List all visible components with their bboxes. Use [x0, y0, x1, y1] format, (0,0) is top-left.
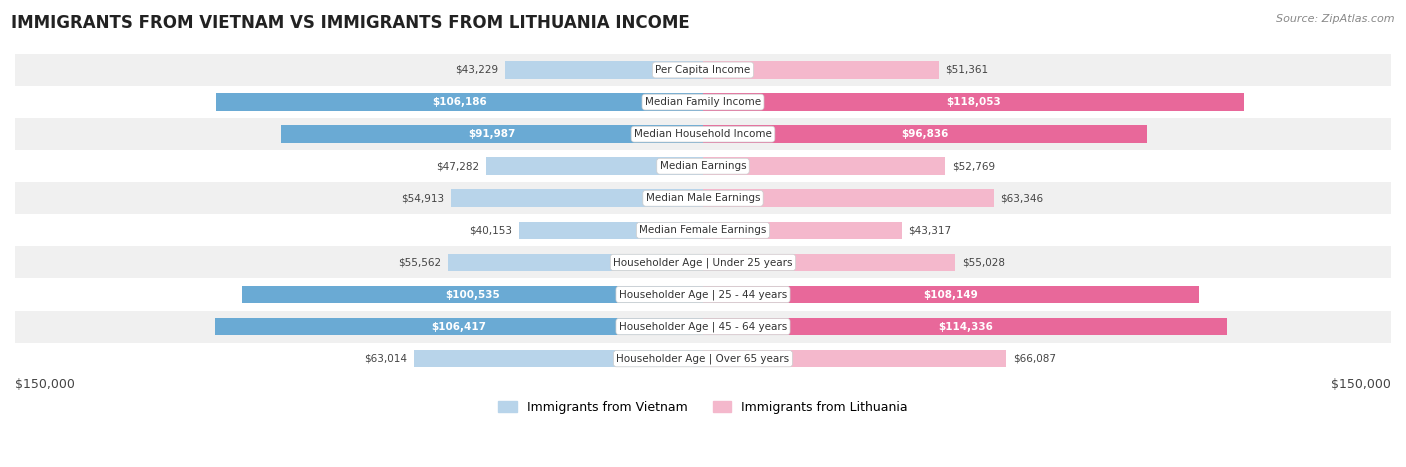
Bar [703, 93, 1244, 111]
Text: $52,769: $52,769 [952, 161, 995, 171]
Bar [703, 61, 939, 79]
Bar [15, 86, 1391, 118]
Bar [15, 311, 1391, 343]
Text: $43,229: $43,229 [454, 65, 498, 75]
Legend: Immigrants from Vietnam, Immigrants from Lithuania: Immigrants from Vietnam, Immigrants from… [494, 396, 912, 418]
Text: Householder Age | 25 - 44 years: Householder Age | 25 - 44 years [619, 289, 787, 300]
Text: Householder Age | Over 65 years: Householder Age | Over 65 years [616, 354, 790, 364]
Text: Median Household Income: Median Household Income [634, 129, 772, 139]
Bar [451, 190, 703, 207]
Bar [703, 125, 1147, 143]
Text: Source: ZipAtlas.com: Source: ZipAtlas.com [1277, 14, 1395, 24]
Text: $150,000: $150,000 [1331, 378, 1391, 391]
Bar [15, 278, 1391, 311]
Bar [242, 286, 703, 304]
Text: $43,317: $43,317 [908, 226, 952, 235]
Text: $106,186: $106,186 [432, 97, 486, 107]
Bar [15, 247, 1391, 278]
Bar [703, 221, 901, 239]
Text: $54,913: $54,913 [401, 193, 444, 203]
Text: IMMIGRANTS FROM VIETNAM VS IMMIGRANTS FROM LITHUANIA INCOME: IMMIGRANTS FROM VIETNAM VS IMMIGRANTS FR… [11, 14, 690, 32]
Text: Per Capita Income: Per Capita Income [655, 65, 751, 75]
Text: $63,346: $63,346 [1001, 193, 1043, 203]
Text: Median Family Income: Median Family Income [645, 97, 761, 107]
Bar [15, 150, 1391, 182]
Text: $55,028: $55,028 [962, 257, 1005, 268]
Text: $55,562: $55,562 [398, 257, 441, 268]
Text: $47,282: $47,282 [436, 161, 479, 171]
Text: $91,987: $91,987 [468, 129, 516, 139]
Bar [519, 221, 703, 239]
Bar [217, 93, 703, 111]
Text: Householder Age | 45 - 64 years: Householder Age | 45 - 64 years [619, 321, 787, 332]
Bar [486, 157, 703, 175]
Bar [15, 118, 1391, 150]
Bar [15, 214, 1391, 247]
Text: $118,053: $118,053 [946, 97, 1001, 107]
Bar [449, 254, 703, 271]
Bar [505, 61, 703, 79]
Bar [215, 318, 703, 335]
Text: $106,417: $106,417 [432, 322, 486, 332]
Bar [703, 318, 1227, 335]
Text: Householder Age | Under 25 years: Householder Age | Under 25 years [613, 257, 793, 268]
Text: $100,535: $100,535 [446, 290, 499, 299]
Text: $96,836: $96,836 [901, 129, 949, 139]
Bar [15, 182, 1391, 214]
Text: $150,000: $150,000 [15, 378, 75, 391]
Text: $40,153: $40,153 [470, 226, 512, 235]
Bar [413, 350, 703, 368]
Bar [703, 286, 1199, 304]
Text: $63,014: $63,014 [364, 354, 408, 364]
Bar [703, 157, 945, 175]
Text: Median Male Earnings: Median Male Earnings [645, 193, 761, 203]
Bar [15, 343, 1391, 375]
Bar [703, 190, 994, 207]
Text: $66,087: $66,087 [1012, 354, 1056, 364]
Text: $114,336: $114,336 [938, 322, 993, 332]
Bar [281, 125, 703, 143]
Text: $108,149: $108,149 [924, 290, 979, 299]
Bar [15, 54, 1391, 86]
Text: $51,361: $51,361 [945, 65, 988, 75]
Text: Median Female Earnings: Median Female Earnings [640, 226, 766, 235]
Text: Median Earnings: Median Earnings [659, 161, 747, 171]
Bar [703, 254, 956, 271]
Bar [703, 350, 1007, 368]
